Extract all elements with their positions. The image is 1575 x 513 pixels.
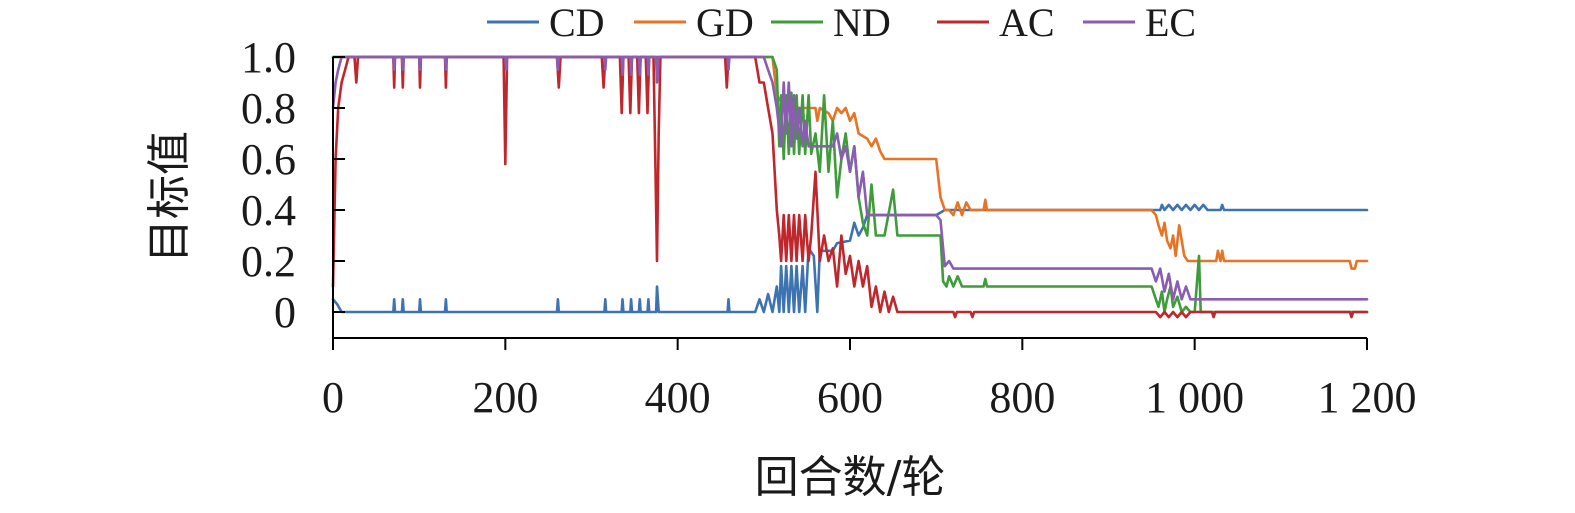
y-axis-title: 目标值 [144,131,195,263]
legend: CD GD ND AC EC [487,0,1196,45]
legend-label-nd: ND [833,0,891,45]
series-line-gd [331,55,1369,270]
y-tick-label: 0.2 [241,237,296,286]
legend-label-ac: AC [999,0,1055,45]
legend-label-cd: CD [549,0,605,45]
x-tick-label: 400 [645,373,711,422]
y-tick-label: 0.4 [241,186,296,235]
y-tick-label: 0.6 [241,135,296,184]
x-axis-title: 回合数/轮 [755,452,946,503]
series-line-ec [331,55,1369,301]
x-tick-label: 800 [989,373,1055,422]
x-tick-label: 600 [817,373,883,422]
y-ticks: 00.20.40.60.81.0 [241,33,345,337]
x-tick-label: 0 [322,373,344,422]
series-line-nd [331,55,1369,314]
legend-label-ec: EC [1145,0,1196,45]
x-tick-label: 1 200 [1318,373,1417,422]
y-tick-label: 1.0 [241,33,296,82]
x-ticks: 0 200 400 600 800 1 000 1 200 [322,338,1417,422]
y-tick-label: 0 [274,288,296,337]
series-layer [331,55,1369,319]
x-tick-label: 200 [472,373,538,422]
axes [332,57,1367,339]
x-tick-label: 1 000 [1145,373,1244,422]
y-tick-label: 0.8 [241,84,296,133]
series-line-cd [331,203,1369,314]
series-line-ac [331,55,1369,319]
legend-label-gd: GD [696,0,754,45]
